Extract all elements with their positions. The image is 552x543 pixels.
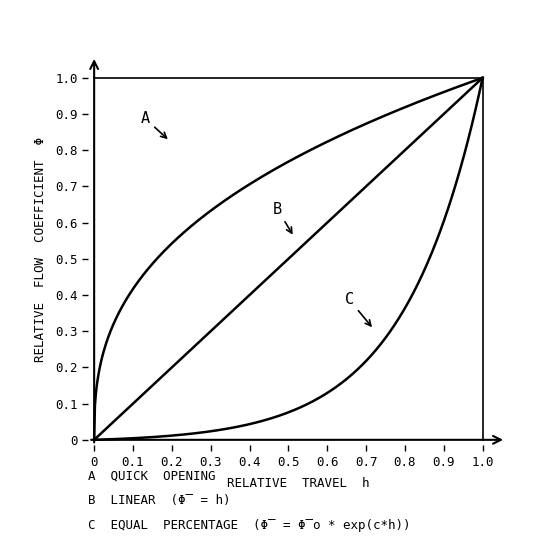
Text: B: B bbox=[273, 201, 292, 233]
X-axis label: RELATIVE  TRAVEL  h: RELATIVE TRAVEL h bbox=[227, 477, 369, 490]
Text: A: A bbox=[141, 111, 167, 138]
Text: B  LINEAR  (Φ̅ = h): B LINEAR (Φ̅ = h) bbox=[88, 494, 231, 507]
Text: A  QUICK  OPENING: A QUICK OPENING bbox=[88, 470, 216, 483]
Text: C  EQUAL  PERCENTAGE  (Φ̅ = Φ̅o * exp(c*h)): C EQUAL PERCENTAGE (Φ̅ = Φ̅o * exp(c*h)) bbox=[88, 519, 411, 532]
Text: C: C bbox=[344, 292, 371, 326]
Y-axis label: RELATIVE  FLOW  COEFFICIENT  Φ: RELATIVE FLOW COEFFICIENT Φ bbox=[34, 137, 47, 362]
